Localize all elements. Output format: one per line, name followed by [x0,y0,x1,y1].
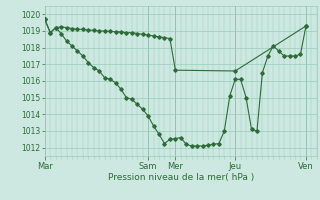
X-axis label: Pression niveau de la mer( hPa ): Pression niveau de la mer( hPa ) [108,173,254,182]
